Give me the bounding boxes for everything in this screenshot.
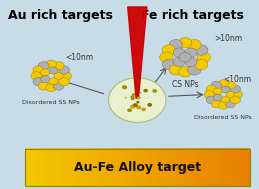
Circle shape (185, 57, 197, 67)
Circle shape (46, 60, 56, 68)
Circle shape (225, 100, 235, 108)
Circle shape (53, 62, 64, 70)
Circle shape (41, 76, 50, 83)
Circle shape (169, 40, 182, 50)
Circle shape (232, 91, 242, 98)
Circle shape (185, 48, 197, 57)
Circle shape (54, 72, 63, 79)
Circle shape (211, 81, 221, 89)
Circle shape (179, 53, 191, 62)
Circle shape (206, 85, 216, 93)
Circle shape (61, 72, 71, 80)
Text: Fe rich targets: Fe rich targets (141, 9, 244, 22)
Text: Au-Fe Alloy target: Au-Fe Alloy target (74, 161, 201, 174)
Circle shape (211, 100, 221, 108)
Circle shape (133, 103, 138, 107)
Circle shape (173, 57, 185, 67)
Circle shape (231, 85, 241, 93)
Circle shape (169, 65, 182, 75)
Circle shape (195, 45, 208, 55)
Circle shape (178, 67, 192, 77)
Circle shape (136, 101, 140, 104)
Circle shape (41, 69, 50, 76)
Circle shape (131, 97, 135, 100)
Circle shape (204, 91, 214, 98)
Text: CS NPs: CS NPs (172, 80, 198, 89)
Text: >10nm: >10nm (214, 34, 242, 43)
Circle shape (59, 66, 69, 74)
Circle shape (124, 97, 126, 98)
Circle shape (221, 96, 230, 103)
Circle shape (143, 89, 148, 92)
Circle shape (139, 97, 141, 98)
Circle shape (109, 78, 166, 122)
Circle shape (130, 105, 135, 108)
Circle shape (33, 77, 44, 86)
Text: Au rich targets: Au rich targets (8, 9, 113, 22)
Text: <10nm: <10nm (223, 75, 251, 84)
Circle shape (218, 80, 228, 88)
Circle shape (160, 52, 173, 63)
Circle shape (59, 77, 69, 86)
Circle shape (173, 48, 185, 57)
Circle shape (218, 101, 228, 109)
Circle shape (162, 45, 176, 55)
Circle shape (136, 97, 140, 99)
Polygon shape (128, 7, 147, 98)
Text: Disordered SS NPs: Disordered SS NPs (195, 115, 252, 120)
Text: <10nm: <10nm (66, 53, 94, 62)
Circle shape (231, 96, 241, 104)
Circle shape (49, 67, 58, 74)
Circle shape (136, 105, 141, 109)
Text: Disordered SS NPs: Disordered SS NPs (22, 100, 80, 105)
Circle shape (221, 86, 230, 93)
Circle shape (214, 88, 222, 95)
Circle shape (197, 52, 211, 63)
Circle shape (130, 105, 134, 108)
Circle shape (147, 103, 152, 107)
Circle shape (38, 82, 49, 90)
Circle shape (225, 81, 235, 89)
Circle shape (140, 92, 141, 93)
Circle shape (162, 59, 176, 70)
Circle shape (53, 82, 64, 90)
Circle shape (206, 96, 216, 104)
Circle shape (46, 83, 56, 92)
Circle shape (141, 108, 146, 111)
Circle shape (188, 40, 201, 50)
Circle shape (31, 72, 42, 80)
Circle shape (226, 91, 234, 98)
Circle shape (195, 59, 208, 70)
Circle shape (127, 108, 132, 112)
Circle shape (49, 78, 58, 85)
Circle shape (178, 37, 192, 48)
Circle shape (130, 95, 135, 99)
Circle shape (38, 62, 49, 70)
Circle shape (214, 94, 222, 101)
Circle shape (132, 93, 135, 96)
Circle shape (122, 85, 127, 89)
Circle shape (152, 89, 157, 93)
Circle shape (188, 65, 201, 75)
Circle shape (33, 66, 44, 74)
